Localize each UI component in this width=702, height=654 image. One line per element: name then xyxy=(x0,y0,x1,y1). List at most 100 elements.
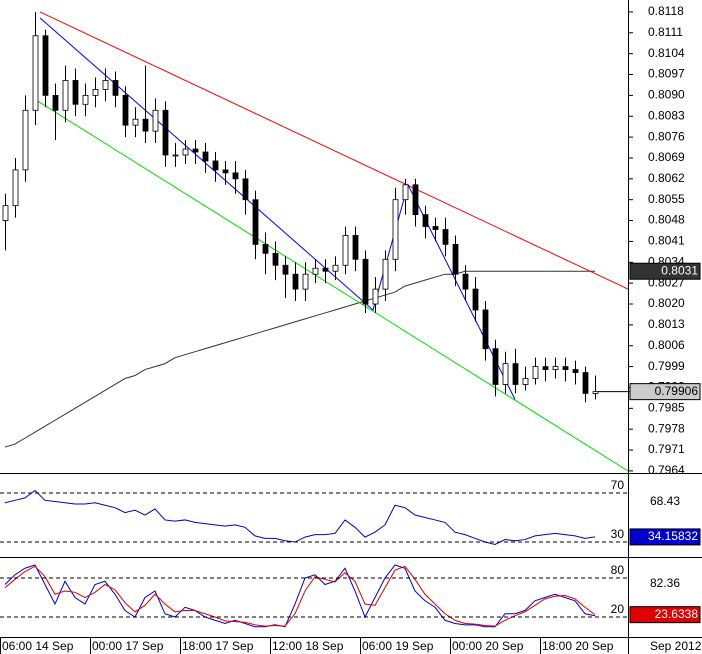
value-box xyxy=(629,606,701,624)
y-tick-label: 0.8055 xyxy=(648,192,685,206)
candle-body xyxy=(512,363,519,385)
y-tick-label: 0.8006 xyxy=(648,338,685,352)
candle-body xyxy=(302,273,309,290)
candle-body xyxy=(52,94,59,111)
candle-body xyxy=(592,391,599,394)
y-tick-label: 0.8090 xyxy=(648,88,685,102)
candle-body xyxy=(422,214,429,227)
trend-line xyxy=(39,11,628,290)
candle-body xyxy=(282,264,289,275)
value-box-label: 0.79906 xyxy=(655,384,699,398)
x-tick-label: 18:00 20 Sep xyxy=(542,639,614,653)
candle-body xyxy=(352,235,359,260)
candle-body xyxy=(482,309,489,350)
y-tick-label: 0.8013 xyxy=(648,317,685,331)
candle-body xyxy=(582,372,589,394)
annotation: 68.43 xyxy=(650,494,680,508)
value-box-label: 23.6338 xyxy=(655,607,699,621)
candle-body xyxy=(292,273,299,290)
x-axis-label: Sep 2012 xyxy=(650,639,702,653)
y-tick-label: 0.8118 xyxy=(648,4,684,18)
candle-body xyxy=(432,226,439,230)
candle-body xyxy=(142,118,149,132)
candle-body xyxy=(192,148,199,153)
indicator-line xyxy=(4,565,596,627)
candle-body xyxy=(522,378,529,385)
candle-body xyxy=(312,267,319,275)
x-tick-label: 12:00 18 Sep xyxy=(272,639,344,653)
candle-body xyxy=(152,109,159,132)
candle-body xyxy=(262,243,269,254)
y-tick-label: 0.8062 xyxy=(648,171,685,185)
trend-line xyxy=(37,100,628,472)
candle-body xyxy=(32,35,39,111)
candle-body xyxy=(272,252,279,266)
y-tick-label: 0.8097 xyxy=(648,67,685,81)
y-tick-label: 70 xyxy=(611,478,625,492)
y-tick-label: 30 xyxy=(611,527,625,541)
candle-body xyxy=(122,94,129,126)
candle-body xyxy=(232,172,239,180)
candle-body xyxy=(72,80,79,105)
x-tick-label: 06:00 19 Sep xyxy=(362,639,434,653)
y-tick-label: 0.8048 xyxy=(648,213,685,227)
candle-body xyxy=(12,169,19,207)
y-tick-label: 0.8104 xyxy=(648,46,685,60)
y-tick-label: 0.7964 xyxy=(648,463,685,477)
moving-average xyxy=(4,270,595,448)
y-tick-label: 20 xyxy=(611,602,625,616)
candle-body xyxy=(502,363,509,385)
y-tick-label: 0.7978 xyxy=(648,421,685,435)
y-tick-label: 0.7985 xyxy=(648,400,685,414)
y-tick-label: 0.7999 xyxy=(648,359,685,373)
candle-body xyxy=(252,199,259,245)
annotation: 82.36 xyxy=(650,576,680,590)
candle-body xyxy=(62,80,69,111)
y-tick-label: 0.7971 xyxy=(648,442,685,456)
candle-body xyxy=(392,199,399,260)
candle-body xyxy=(362,258,369,305)
candle-body xyxy=(342,235,349,266)
x-tick-label: 00:00 20 Sep xyxy=(452,639,524,653)
candle-body xyxy=(42,35,49,96)
candle-body xyxy=(202,151,209,162)
candle-body xyxy=(162,109,169,156)
candle-body xyxy=(452,243,459,275)
y-tick-label: 0.8111 xyxy=(648,25,683,39)
candle-body xyxy=(242,178,249,201)
candle-body xyxy=(462,273,469,290)
y-tick-label: 0.8076 xyxy=(648,129,685,143)
trend-line xyxy=(39,17,516,400)
candle-body xyxy=(492,348,499,385)
candle-body xyxy=(322,267,329,272)
candle-body xyxy=(112,80,119,96)
candle-body xyxy=(372,288,379,305)
candle-body xyxy=(532,366,539,379)
y-tick-label: 0.8083 xyxy=(648,108,685,122)
indicator-line xyxy=(4,489,596,546)
candle-body xyxy=(382,258,389,290)
candle-body xyxy=(542,366,549,370)
candle-body xyxy=(222,169,229,174)
candle-body xyxy=(472,288,479,311)
panel xyxy=(2,11,628,472)
value-box xyxy=(629,528,701,546)
x-tick-label: 06:00 14 Sep xyxy=(2,639,74,653)
candle-body xyxy=(102,80,109,90)
candle-body xyxy=(132,118,139,126)
candle-body xyxy=(552,366,559,370)
y-tick-label: 80 xyxy=(611,563,625,577)
candle-body xyxy=(2,205,9,221)
candle-body xyxy=(92,89,99,96)
x-tick-label: 00:00 17 Sep xyxy=(92,639,164,653)
x-tick-label: 18:00 17 Sep xyxy=(182,639,254,653)
y-tick-label: 0.8020 xyxy=(648,296,685,310)
value-box-label: 0.8031 xyxy=(661,263,698,277)
candle-body xyxy=(172,154,179,157)
candle-body xyxy=(22,109,29,171)
y-tick-label: 0.8069 xyxy=(648,150,685,164)
value-box xyxy=(629,262,701,280)
